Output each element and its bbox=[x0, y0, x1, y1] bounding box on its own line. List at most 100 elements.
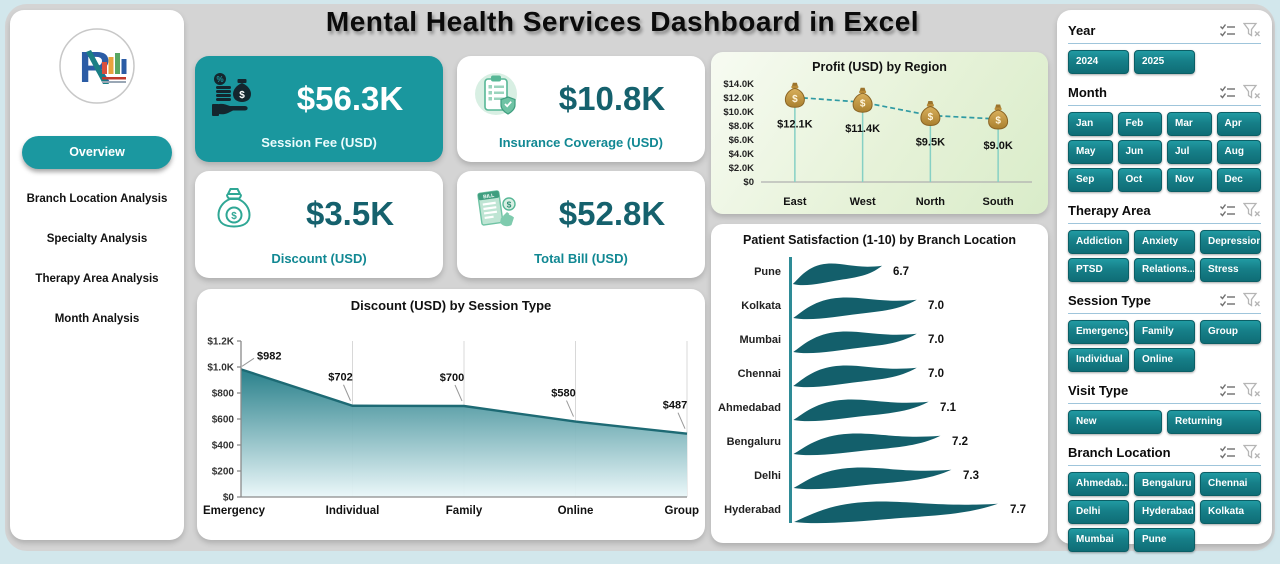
slicer-option-nov[interactable]: Nov bbox=[1167, 168, 1212, 192]
slicer-option-online[interactable]: Online bbox=[1134, 348, 1195, 372]
clear-filter-icon[interactable] bbox=[1243, 84, 1261, 100]
svg-text:Group: Group bbox=[665, 505, 700, 517]
slicer-option-2025[interactable]: 2025 bbox=[1134, 50, 1195, 74]
slicer-option-emergency[interactable]: Emergency bbox=[1068, 320, 1129, 344]
slicer-option-jan[interactable]: Jan bbox=[1068, 112, 1113, 136]
bill-receipt-icon: BILL $ bbox=[472, 185, 520, 233]
insurance-clipboard-icon bbox=[472, 70, 520, 118]
slicer-option-pune[interactable]: Pune bbox=[1134, 528, 1195, 552]
clear-filter-icon[interactable] bbox=[1243, 382, 1261, 398]
svg-text:$580: $580 bbox=[551, 388, 575, 400]
sidebar-item-overview[interactable]: Overview bbox=[22, 136, 172, 169]
page-title: Mental Health Services Dashboard in Exce… bbox=[325, 6, 920, 37]
chart-title: Discount (USD) by Session Type bbox=[350, 298, 552, 313]
svg-text:$6.0K: $6.0K bbox=[729, 135, 754, 146]
clear-filter-icon[interactable] bbox=[1243, 292, 1261, 308]
branch-label: Ahmedabad bbox=[718, 402, 781, 414]
wave-bar bbox=[793, 331, 917, 353]
line-chart-plot: $0 $2.0K $4.0K $6.0K $8.0K $10.0K $12.0K $14.0K… bbox=[723, 79, 1032, 208]
clear-filter-icon[interactable] bbox=[1243, 444, 1261, 460]
slicer-option-new[interactable]: New bbox=[1068, 410, 1162, 434]
kpi-label: Session Fee (USD) bbox=[261, 135, 377, 150]
branch-label: Bengaluru bbox=[726, 436, 781, 448]
svg-text:$700: $700 bbox=[440, 372, 464, 384]
slicer-separator bbox=[1068, 313, 1261, 314]
svg-text:$: $ bbox=[860, 99, 866, 110]
slicer-option-mar[interactable]: Mar bbox=[1167, 112, 1212, 136]
slicer-option-oct[interactable]: Oct bbox=[1117, 168, 1162, 192]
satisfaction-value: 7.3 bbox=[963, 470, 979, 482]
sidebar-item-specialty-analysis[interactable]: Specialty Analysis bbox=[46, 233, 148, 245]
sidebar-item-month-analysis[interactable]: Month Analysis bbox=[54, 313, 140, 325]
slicer-option-returning[interactable]: Returning bbox=[1167, 410, 1261, 434]
satisfaction-value: 7.0 bbox=[928, 300, 944, 312]
svg-text:$800: $800 bbox=[212, 389, 235, 400]
multi-select-icon[interactable] bbox=[1219, 203, 1236, 218]
clear-filter-icon[interactable] bbox=[1243, 22, 1261, 38]
multi-select-icon[interactable] bbox=[1219, 293, 1236, 308]
multi-select-icon[interactable] bbox=[1219, 23, 1236, 38]
slicer-option-2024[interactable]: 2024 bbox=[1068, 50, 1129, 74]
svg-text:East: East bbox=[783, 196, 807, 208]
slicer-option-delhi[interactable]: Delhi bbox=[1068, 500, 1129, 524]
svg-text:West: West bbox=[850, 196, 876, 208]
svg-text:North: North bbox=[916, 196, 946, 208]
satisfaction-value: 7.2 bbox=[952, 436, 968, 448]
slicer-option-depression[interactable]: Depression bbox=[1200, 230, 1261, 254]
slicer-option-relations-[interactable]: Relations... bbox=[1134, 258, 1195, 282]
slicer-option-individual[interactable]: Individual bbox=[1068, 348, 1129, 372]
slicer-month: Month Jan Feb Mar Apr May Jun Jul Aug Sep Oct Nov De… bbox=[1068, 82, 1261, 192]
discount-by-session-type-chart: Discount (USD) by Session Type $0 $200 $40… bbox=[197, 289, 705, 540]
slicer-title: Year bbox=[1068, 22, 1096, 38]
slicer-option-jun[interactable]: Jun bbox=[1117, 140, 1162, 164]
satisfaction-value: 6.7 bbox=[893, 266, 909, 278]
chart-title: Profit (USD) by Region bbox=[812, 60, 947, 74]
money-bag-icon: $ bbox=[920, 101, 941, 127]
sidebar-item-branch-location-analysis[interactable]: Branch Location Analysis bbox=[26, 193, 168, 205]
kpi-discount: $ $3.5K Discount (USD) bbox=[195, 171, 443, 278]
branch-label: Chennai bbox=[737, 368, 781, 380]
svg-text:$400: $400 bbox=[212, 441, 235, 452]
slicer-option-hyderabad[interactable]: Hyderabad bbox=[1134, 500, 1195, 524]
slicer-option-may[interactable]: May bbox=[1068, 140, 1113, 164]
multi-select-icon[interactable] bbox=[1219, 383, 1236, 398]
slicer-option-anxiety[interactable]: Anxiety bbox=[1134, 230, 1195, 254]
svg-text:$1.2K: $1.2K bbox=[207, 337, 234, 348]
wave-bar bbox=[793, 399, 929, 421]
slicer-option-apr[interactable]: Apr bbox=[1216, 112, 1261, 136]
multi-select-icon[interactable] bbox=[1219, 445, 1236, 460]
slicer-option-bengaluru[interactable]: Bengaluru bbox=[1134, 472, 1195, 496]
clear-filter-icon[interactable] bbox=[1243, 202, 1261, 218]
satisfaction-value: 7.7 bbox=[1010, 504, 1026, 516]
svg-text:BILL: BILL bbox=[483, 193, 495, 200]
slicer-separator bbox=[1068, 403, 1261, 404]
slicer-option-ptsd[interactable]: PTSD bbox=[1068, 258, 1129, 282]
svg-text:$10.0K: $10.0K bbox=[723, 107, 754, 118]
slicer-option-chennai[interactable]: Chennai bbox=[1200, 472, 1261, 496]
svg-text:$12.0K: $12.0K bbox=[723, 93, 754, 104]
slicer-option-family[interactable]: Family bbox=[1134, 320, 1195, 344]
svg-text:Family: Family bbox=[446, 505, 483, 517]
slicer-option-jul[interactable]: Jul bbox=[1167, 140, 1212, 164]
satisfaction-row: Delhi 7.3 bbox=[711, 459, 1042, 493]
slicer-option-feb[interactable]: Feb bbox=[1117, 112, 1162, 136]
slicer-option-kolkata[interactable]: Kolkata bbox=[1200, 500, 1261, 524]
slicer-option-group[interactable]: Group bbox=[1200, 320, 1261, 344]
slicer-option-ahmedab-[interactable]: Ahmedab... bbox=[1068, 472, 1129, 496]
slicer-option-mumbai[interactable]: Mumbai bbox=[1068, 528, 1129, 552]
slicer-option-sep[interactable]: Sep bbox=[1068, 168, 1113, 192]
slicer-title: Session Type bbox=[1068, 292, 1151, 308]
svg-text:$982: $982 bbox=[257, 350, 281, 362]
slicer-option-dec[interactable]: Dec bbox=[1216, 168, 1261, 192]
slicer-option-aug[interactable]: Aug bbox=[1216, 140, 1261, 164]
multi-select-icon[interactable] bbox=[1219, 85, 1236, 100]
svg-text:Individual: Individual bbox=[326, 505, 380, 517]
slicer-option-addiction[interactable]: Addiction bbox=[1068, 230, 1129, 254]
kpi-total-bill: BILL $ $52.8K Total Bill (USD) bbox=[457, 171, 705, 278]
money-bag-icon: $ bbox=[852, 87, 873, 113]
svg-text:$487: $487 bbox=[663, 400, 687, 412]
sidebar-item-therapy-area-analysis[interactable]: Therapy Area Analysis bbox=[35, 273, 159, 285]
branch-label: Kolkata bbox=[741, 300, 781, 312]
slicer-option-stress[interactable]: Stress bbox=[1200, 258, 1261, 282]
